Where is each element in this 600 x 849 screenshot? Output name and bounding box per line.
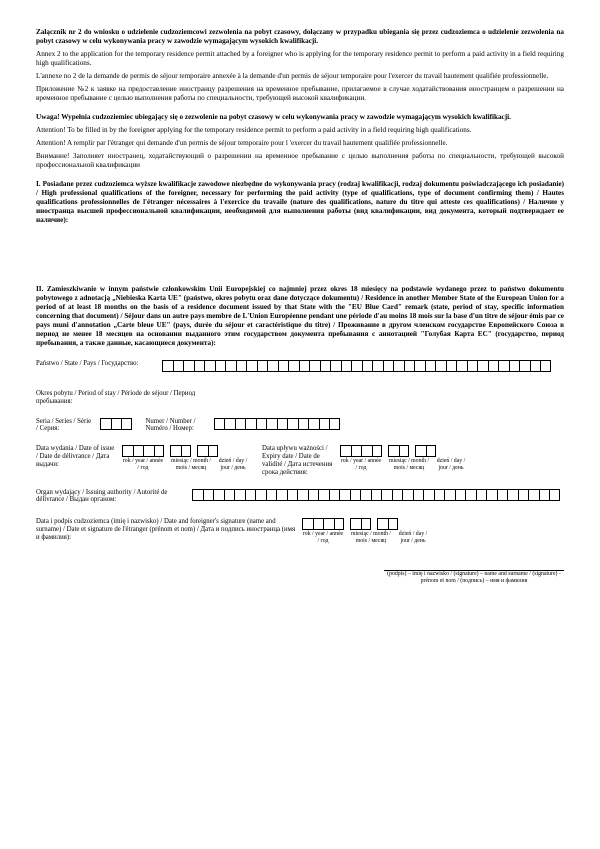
title-pl: Załącznik nr 2 do wniosku o udzielenie c… <box>36 28 564 46</box>
expiry-date-group[interactable]: rok / year / année / годmiesiąc / month … <box>340 445 466 471</box>
issue-date-group[interactable]: rok / year / année / годmiesiąc / month … <box>122 445 248 471</box>
section-1: I. Posiadane przez cudzoziemca wyższe kw… <box>36 180 564 225</box>
annex-fr: L'annexe no 2 de la demande de permis de… <box>36 72 564 81</box>
state-label: Państwo / State / Pays / Государство: <box>36 360 162 368</box>
series-number-row: Seria / Series / Série / Серия: Numer / … <box>36 418 564 434</box>
signature-caption: (podpis) – imię i nazwisko / (signature)… <box>384 571 564 584</box>
numer-boxes[interactable] <box>214 418 340 430</box>
uwaga-ru: Внимание! Заполняет иностранец, ходатайс… <box>36 152 564 170</box>
numer-label: Numer / Number / Numéro / Номер: <box>146 418 214 434</box>
annex-en: Annex 2 to the application for the tempo… <box>36 50 564 68</box>
period-row: Okres pobytu / Period of stay / Période … <box>36 390 564 406</box>
organ-row: Organ wydający / Issuing authority / Aut… <box>36 489 564 505</box>
date-sig-row: Data i podpis cudzoziemca (imię i nazwis… <box>36 518 564 544</box>
issue-date-label: Data wydania / Date of issue / Date de d… <box>36 445 122 468</box>
dates-row: Data wydania / Date of issue / Date de d… <box>36 445 564 476</box>
state-boxes[interactable] <box>162 360 551 372</box>
sig-date-group[interactable]: rok / year / année / годmiesiąc / month … <box>302 518 428 544</box>
annex-ru: Приложение №2 к заявке на предоставление… <box>36 85 564 103</box>
seria-boxes[interactable] <box>100 418 132 430</box>
period-label: Okres pobytu / Period of stay / Période … <box>36 390 202 406</box>
seria-label: Seria / Series / Série / Серия: <box>36 418 100 434</box>
date-sig-label: Data i podpis cudzoziemca (imię i nazwis… <box>36 518 302 541</box>
uwaga-en: Attention! To be filled in by the foreig… <box>36 126 564 135</box>
uwaga-fr: Attention! A remplir par l'étranger qui … <box>36 139 564 148</box>
uwaga-title: Uwaga! Wypełnia cudzoziemiec ubiegający … <box>36 113 564 122</box>
organ-label: Organ wydający / Issuing authority / Aut… <box>36 489 192 505</box>
section-2: II. Zamieszkiwanie w innym państwie czło… <box>36 285 564 348</box>
expiry-date-label: Data upływu ważności / Expiry date / Dat… <box>262 445 340 476</box>
organ-boxes[interactable] <box>192 489 560 501</box>
state-row: Państwo / State / Pays / Государство: <box>36 360 564 372</box>
